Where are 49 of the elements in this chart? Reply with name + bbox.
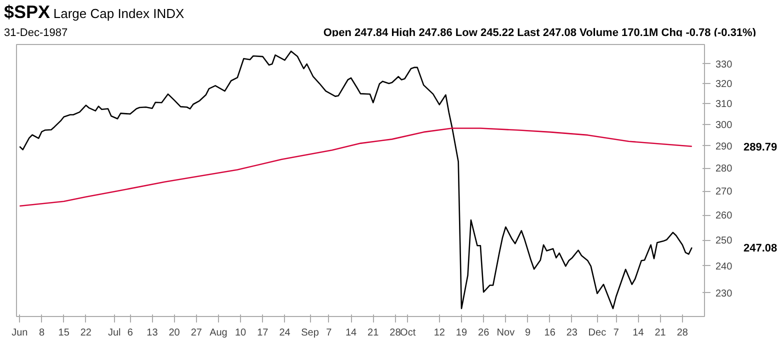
line-series <box>19 50 693 310</box>
line-series <box>19 128 693 207</box>
x-tick-label: 28 <box>390 328 402 338</box>
x-tick-label: Jul <box>108 328 121 338</box>
y-tick-label: 240 <box>716 261 733 272</box>
x-tick-label: 6 <box>127 328 134 338</box>
x-tick-label: Oct <box>400 328 416 338</box>
y-tick-label: 320 <box>716 79 733 90</box>
y-tick-label: 230 <box>716 288 733 300</box>
text: 289.79 <box>744 141 778 154</box>
x-tick-label: 16 <box>544 328 556 338</box>
text: 31-Dec-1987 <box>4 26 68 41</box>
x-tick-label: 15 <box>58 328 70 338</box>
x-tick-label: Nov <box>496 328 515 338</box>
x-tick-label: Aug <box>210 328 228 338</box>
x-tick-label: 8 <box>38 328 45 338</box>
x-tick-label: 21 <box>368 328 380 338</box>
x-tick-label: Dec <box>588 328 606 338</box>
x-tick-label: 7 <box>613 328 620 338</box>
y-tick-label: 310 <box>716 99 733 110</box>
x-tick-label: 17 <box>257 328 269 338</box>
y-tick-label: 270 <box>716 186 733 198</box>
x-tick-label: 19 <box>456 328 468 338</box>
x-tick-label: 26 <box>478 328 490 338</box>
x-tick-label: 14 <box>632 328 644 338</box>
text: 247.08 <box>744 242 778 254</box>
y-tick-label: 280 <box>716 164 733 175</box>
x-tick-label: 7 <box>326 328 332 338</box>
chart-subtitle: Large Cap Index INDX <box>53 6 184 21</box>
x-tick-label: 21 <box>654 328 666 338</box>
chart-title: $SPX <box>4 2 50 22</box>
x-tick-label: 27 <box>190 328 202 338</box>
x-tick-label: Sep <box>301 328 320 338</box>
x-tick-label: 9 <box>524 328 531 338</box>
x-tick-label: 22 <box>80 328 92 338</box>
x-tick-label: 12 <box>434 328 446 338</box>
x-tick-label: Jun <box>12 328 28 338</box>
x-tick-label: 14 <box>345 328 358 338</box>
x-tick-label: 24 <box>279 328 291 338</box>
y-tick-label: 260 <box>716 210 733 222</box>
x-tick-label: 23 <box>566 328 578 338</box>
x-tick-label: 28 <box>676 328 688 338</box>
y-tick-label: 250 <box>716 236 733 247</box>
y-tick-label: 290 <box>716 141 733 152</box>
x-tick-label: 20 <box>168 328 180 338</box>
y-tick-label: 330 <box>716 59 733 70</box>
y-tick-label: 300 <box>716 120 733 131</box>
x-tick-label: 13 <box>146 328 158 338</box>
x-tick-label: 10 <box>235 328 247 338</box>
